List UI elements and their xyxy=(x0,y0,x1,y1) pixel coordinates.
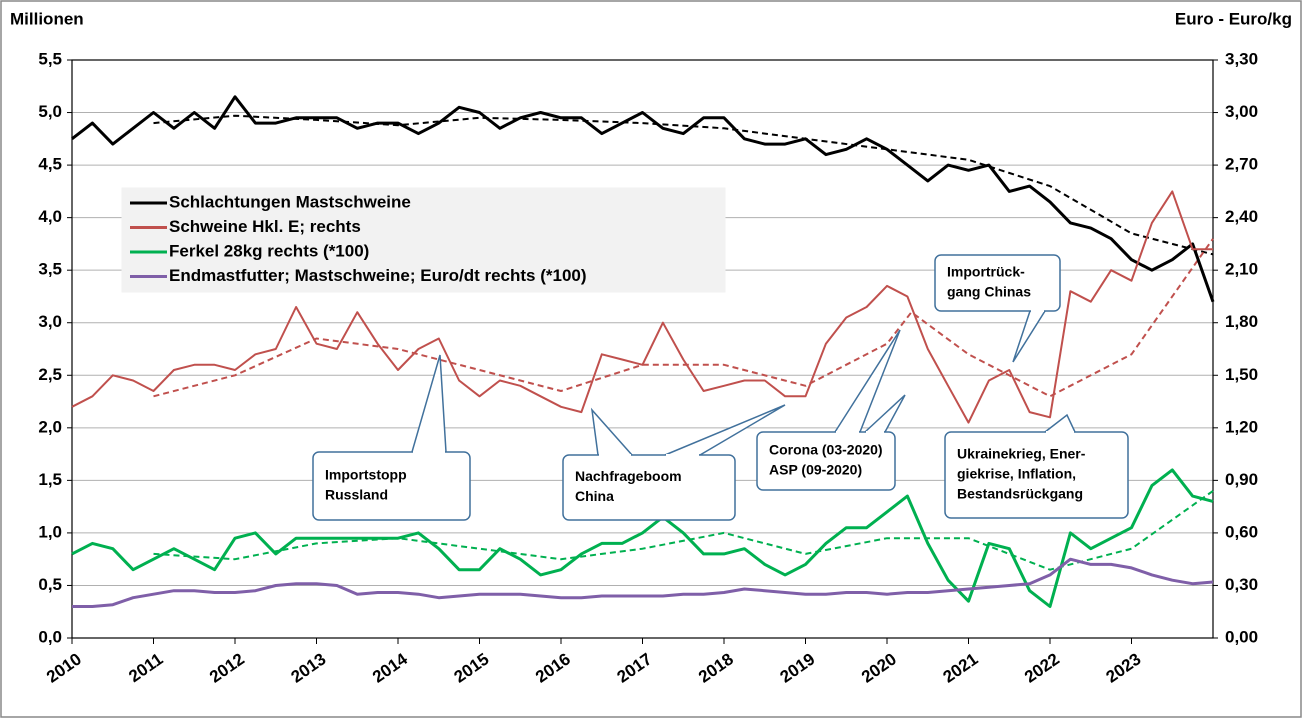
y-tick-label: 2,5 xyxy=(38,365,62,384)
y2-tick-label: 2,40 xyxy=(1225,207,1258,226)
y2-tick-label: 1,20 xyxy=(1225,417,1258,436)
callout-box xyxy=(756,431,896,491)
y2-tick-label: 2,10 xyxy=(1225,260,1258,279)
y-tick-label: 1,5 xyxy=(38,470,62,489)
callout-text: Nachfrageboom xyxy=(575,468,682,484)
y-tick-label: 3,0 xyxy=(38,312,62,331)
series-line xyxy=(72,557,1214,608)
legend-label: Schweine Hkl. E; rechts xyxy=(169,217,361,236)
callout-text: Corona (03-2020) xyxy=(769,442,883,458)
legend-label: Schlachtungen Mastschweine xyxy=(169,192,411,211)
y-axis-title: Millionen xyxy=(10,9,84,28)
y2-tick-label: 0,30 xyxy=(1225,575,1258,594)
y-tick-label: 0,0 xyxy=(38,627,62,646)
callout-box xyxy=(312,451,471,521)
y2-tick-label: 2,70 xyxy=(1225,155,1258,174)
callout-text: Bestandsrückgang xyxy=(957,486,1083,502)
series-line xyxy=(71,190,1213,424)
legend-box xyxy=(121,187,726,293)
trend-line xyxy=(153,238,1214,398)
callout-text: China xyxy=(575,488,614,504)
callout-text: gang Chinas xyxy=(947,284,1031,300)
callout-box xyxy=(934,254,1061,312)
y2-tick-label: 0,60 xyxy=(1225,522,1258,541)
callout-text: Importrück- xyxy=(947,264,1025,280)
y2-axis-title: Euro - Euro/kg xyxy=(1175,9,1292,28)
callout-box xyxy=(944,431,1129,519)
plot-border xyxy=(71,59,1214,639)
callout-text: ASP (09-2020) xyxy=(769,462,862,478)
y2-tick-label: 1,50 xyxy=(1225,365,1258,384)
trend-line xyxy=(153,114,1214,256)
trend-line xyxy=(153,490,1214,571)
y-tick-label: 5,0 xyxy=(38,102,62,121)
y-tick-label: 2,0 xyxy=(38,417,62,436)
y2-tick-label: 1,80 xyxy=(1225,312,1258,331)
y-tick-label: 4,5 xyxy=(38,155,62,174)
y-tick-label: 4,0 xyxy=(38,207,62,226)
callout-text: Importstopp xyxy=(325,467,407,483)
callout-text: Ukrainekrieg, Ener- xyxy=(957,446,1086,462)
y2-tick-label: 3,30 xyxy=(1225,49,1258,68)
legend-label: Ferkel 28kg rechts (*100) xyxy=(169,241,369,260)
series-line xyxy=(71,95,1215,303)
callout-box xyxy=(562,454,736,521)
y2-tick-label: 0,90 xyxy=(1225,470,1258,489)
callout-text: Russland xyxy=(325,487,388,503)
y2-tick-label: 3,00 xyxy=(1225,102,1258,121)
y2-tick-label: 0,00 xyxy=(1225,627,1258,646)
y-tick-label: 3,5 xyxy=(38,260,62,279)
y-tick-label: 5,5 xyxy=(38,49,62,68)
y-tick-label: 0,5 xyxy=(38,575,62,594)
callout-text: giekrise, Inflation, xyxy=(957,466,1076,482)
legend-label: Endmastfutter; Mastschweine; Euro/dt rec… xyxy=(169,266,587,285)
y-tick-label: 1,0 xyxy=(38,522,62,541)
series-line xyxy=(71,468,1214,608)
